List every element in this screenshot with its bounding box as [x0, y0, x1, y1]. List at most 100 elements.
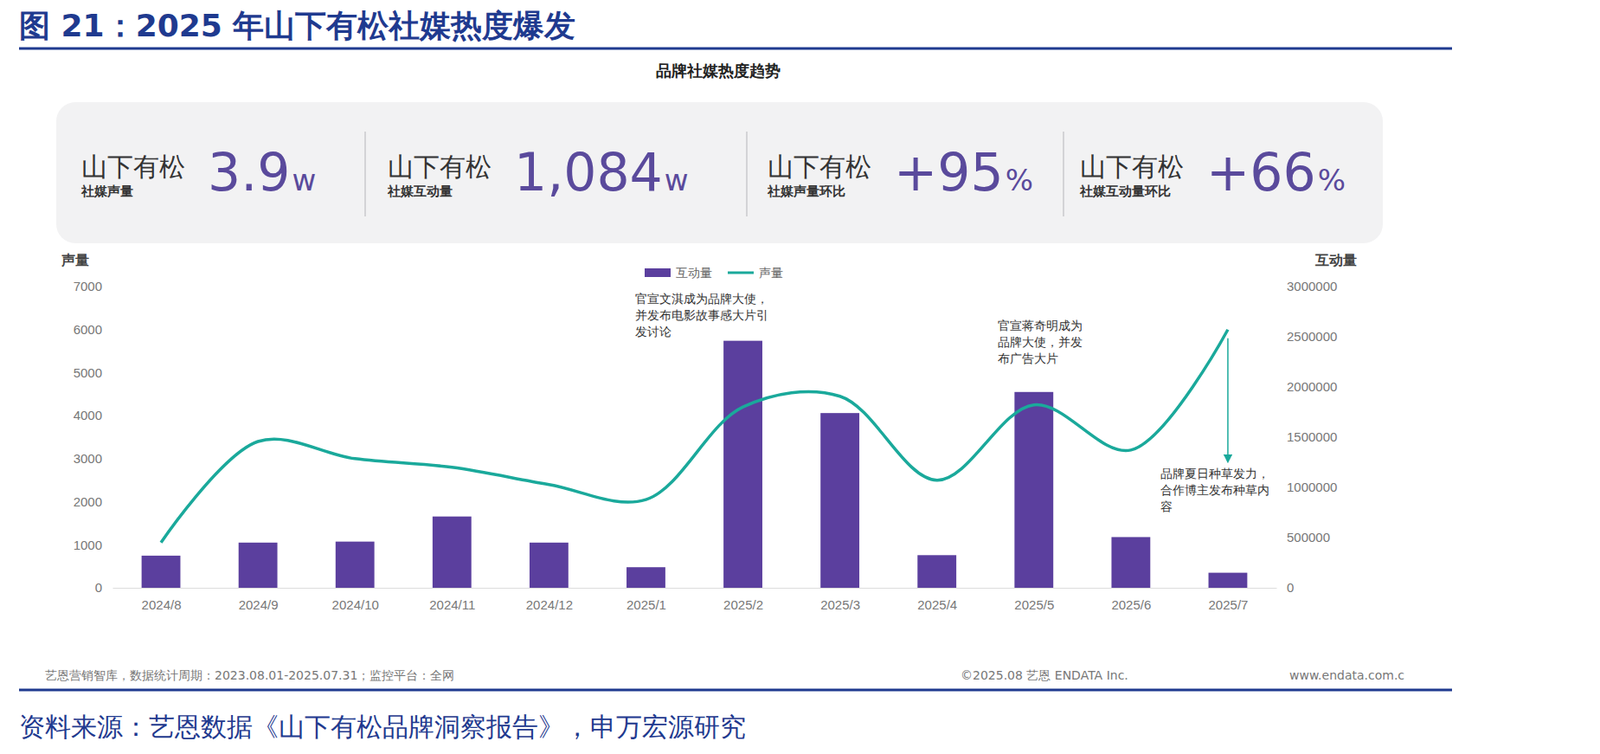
bar	[820, 412, 860, 588]
tick: 0	[1276, 579, 1294, 595]
footer-rule	[19, 688, 1453, 692]
tick-label: 6000	[73, 321, 103, 337]
figure-title: 图 21：2025 年山下有松社媒热度爆发	[19, 7, 576, 44]
kpi-label: 社媒声量环比	[766, 183, 846, 200]
tick-label: 2000000	[1286, 379, 1337, 394]
x-axis: 2024/8 2024/9 2024/10 2024/11 2024/12 2025/1 2…	[113, 587, 1278, 612]
kpi-label: 社媒互动量环比	[1079, 183, 1171, 200]
tick: 5000	[73, 365, 113, 380]
tick: 7000	[73, 278, 113, 294]
annotation: 官宣文淇成为品牌大使，并发布电影故事感大片引发讨论	[635, 291, 769, 339]
tick: 3000	[73, 450, 113, 466]
tick: 2025/3	[820, 587, 861, 612]
kpi-value: +95	[893, 141, 1004, 203]
legend: 互动量 声量	[644, 265, 784, 280]
tick: 1500000	[1276, 429, 1337, 444]
bar	[626, 566, 666, 588]
tick: 2000	[73, 494, 113, 509]
legend-label: 互动量	[675, 265, 713, 280]
tick: 2025/7	[1208, 587, 1249, 612]
bar	[1208, 572, 1248, 588]
tick-label: 2024/8	[141, 597, 182, 612]
tick: 2025/4	[917, 587, 958, 612]
chart-title: 品牌社媒热度趋势	[655, 61, 781, 80]
legend-item: 互动量	[644, 265, 713, 280]
tick-label: 5000	[73, 365, 103, 380]
bar	[1014, 391, 1054, 588]
bar	[1111, 536, 1151, 588]
kpi-value: +66	[1206, 141, 1317, 203]
kpi-value: 3.9	[207, 141, 290, 203]
tick: 0	[95, 579, 113, 595]
annotation: 品牌夏日种草发力，合作博主发布种草内容	[1160, 466, 1270, 514]
tick-label: 4000	[73, 407, 103, 423]
tick-label: 1000000	[1286, 479, 1337, 495]
annotation: 官宣蒋奇明成为品牌大使，并发布广告大片	[997, 318, 1083, 366]
tick: 2500000	[1276, 328, 1337, 344]
legend-swatch	[727, 271, 754, 275]
tick: 2024/8	[141, 587, 182, 612]
tick: 2024/11	[429, 587, 476, 612]
kpi-panel	[56, 102, 1383, 244]
tick-label: 2000	[73, 494, 103, 509]
bar	[238, 542, 278, 588]
tick-label: 2024/12	[526, 597, 573, 612]
kpi-divider	[1062, 131, 1065, 217]
tick: 2025/6	[1111, 587, 1151, 612]
tick: 2024/10	[332, 587, 380, 612]
legend-label: 声量	[758, 265, 784, 280]
plot-area	[141, 329, 1248, 588]
kpi-brand: 山下有松	[387, 151, 492, 182]
kpi-unit: %	[1005, 162, 1034, 198]
y-axis: 0 1000 2000 3000 4000 5000 6000 7000	[73, 278, 114, 595]
footer-copyright: ©2025.08 艺恩 ENDATA Inc.	[960, 668, 1129, 682]
kpi-card: 山下有松社媒互动量环比+66%	[1079, 141, 1346, 203]
tick-label: 7000	[73, 278, 103, 294]
kpi-divider	[364, 131, 367, 217]
tick: 2025/5	[1014, 587, 1054, 612]
bar	[917, 554, 957, 588]
footer-note: 艺恩营销智库，数据统计周期：2023.08.01-2025.07.31；监控平台…	[44, 668, 455, 682]
tick: 2024/9	[238, 587, 279, 612]
tick: 2024/12	[526, 587, 573, 612]
tick: 2025/2	[723, 587, 764, 612]
kpi-brand: 山下有松	[81, 151, 186, 182]
legend-item: 声量	[727, 265, 784, 280]
source: 资料来源：艺恩数据《山下有松品牌洞察报告》，申万宏源研究	[19, 711, 746, 742]
tick-label: 2025/4	[917, 597, 958, 612]
tick-label: 2024/11	[429, 597, 476, 612]
tick: 1000000	[1276, 479, 1337, 495]
kpi-value: 1,084	[514, 141, 663, 203]
tick-label: 500000	[1286, 529, 1331, 545]
annotation-arrow	[1227, 338, 1229, 459]
tick-label: 3000000	[1286, 278, 1337, 294]
tick-label: 0	[95, 579, 103, 595]
tick: 2025/1	[626, 587, 667, 612]
tick-label: 2025/5	[1014, 597, 1054, 612]
title-rule	[19, 47, 1453, 51]
tick-label: 2025/3	[820, 597, 861, 612]
page: 图 21：2025 年山下有松社媒热度爆发品牌社媒热度趋势山下有松社媒声量3.9…	[0, 0, 1600, 754]
kpi-unit: w	[664, 162, 689, 198]
kpi-divider	[745, 131, 748, 217]
bar	[141, 555, 181, 588]
bar	[432, 516, 472, 588]
tick-label: 1000	[73, 537, 103, 553]
y2-axis-title: 互动量	[1314, 251, 1357, 269]
kpi-brand: 山下有松	[767, 151, 872, 182]
kpi-card: 山下有松社媒互动量1,084w	[386, 141, 689, 203]
tick: 1000	[73, 537, 113, 553]
tick-label: 2025/7	[1208, 597, 1249, 612]
tick-label: 2025/1	[626, 597, 667, 612]
kpi-label: 社媒声量	[80, 183, 134, 200]
axis-line	[112, 287, 114, 589]
kpi-unit: w	[291, 162, 316, 198]
bar	[529, 542, 569, 588]
tick: 6000	[73, 321, 113, 337]
tick-label: 1500000	[1286, 429, 1337, 444]
tick-label: 2500000	[1286, 328, 1337, 344]
tick-label: 2024/10	[332, 597, 380, 612]
legend-swatch	[644, 268, 671, 277]
tick: 500000	[1276, 529, 1331, 545]
tick: 4000	[73, 407, 113, 423]
